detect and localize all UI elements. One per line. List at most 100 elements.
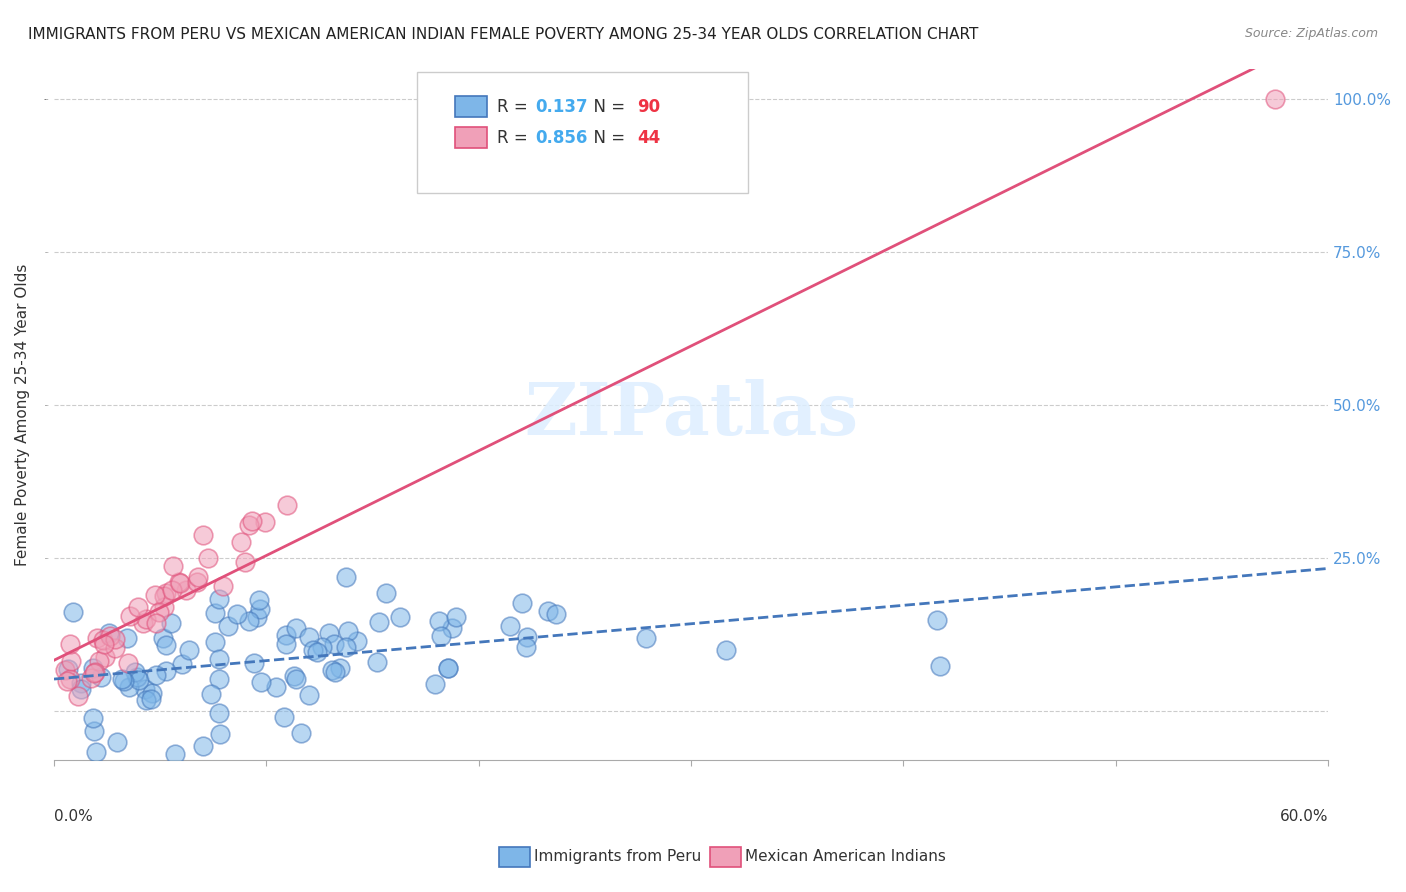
Point — [537, 605, 560, 619]
Point — [298, 688, 321, 702]
Point — [329, 660, 352, 674]
Point — [67, 689, 90, 703]
FancyBboxPatch shape — [456, 128, 488, 148]
Point — [311, 640, 333, 654]
Point — [208, 592, 231, 607]
FancyBboxPatch shape — [418, 72, 748, 193]
Point — [94, 649, 117, 664]
Point — [132, 616, 155, 631]
Point — [436, 661, 458, 675]
Point — [169, 574, 191, 589]
Point — [70, 676, 93, 690]
Point — [375, 585, 398, 599]
Point — [247, 593, 270, 607]
Text: Source: ZipAtlas.com: Source: ZipAtlas.com — [1244, 27, 1378, 40]
Point — [83, 723, 105, 738]
Text: R =: R = — [498, 128, 533, 146]
Point — [58, 637, 80, 651]
Point — [634, 632, 657, 646]
Point — [298, 630, 321, 644]
Point — [212, 579, 235, 593]
Point — [368, 615, 391, 629]
Point — [925, 613, 948, 627]
Point — [246, 609, 269, 624]
Point — [254, 516, 277, 530]
Point — [160, 615, 183, 630]
Point — [90, 670, 112, 684]
Point — [155, 638, 177, 652]
Point — [87, 654, 110, 668]
Text: N =: N = — [582, 128, 630, 146]
Point — [111, 672, 134, 686]
Point — [233, 555, 256, 569]
Point — [135, 612, 157, 626]
Point — [59, 654, 82, 668]
Point — [160, 583, 183, 598]
Point — [82, 661, 104, 675]
Point — [544, 607, 567, 621]
Text: 0.856: 0.856 — [536, 128, 588, 146]
Point — [427, 615, 450, 629]
Point — [145, 668, 167, 682]
Point — [117, 656, 139, 670]
Point — [366, 655, 388, 669]
Point — [274, 637, 297, 651]
Point — [152, 632, 174, 646]
Point — [231, 535, 253, 549]
Point — [273, 710, 295, 724]
Point — [105, 735, 128, 749]
Point — [187, 569, 209, 583]
Point — [200, 687, 222, 701]
Point — [169, 576, 191, 591]
Point — [388, 610, 411, 624]
Point — [437, 661, 460, 675]
Point — [83, 665, 105, 680]
Point — [59, 672, 82, 686]
Point — [97, 626, 120, 640]
Point — [238, 614, 260, 628]
Point — [153, 589, 176, 603]
Point — [104, 632, 127, 646]
Text: R =: R = — [498, 97, 533, 116]
Point — [62, 605, 84, 619]
Point — [155, 664, 177, 678]
Text: 44: 44 — [637, 128, 661, 146]
Point — [165, 747, 187, 762]
Point — [135, 692, 157, 706]
Point — [55, 663, 77, 677]
Point — [346, 634, 368, 648]
Point — [148, 606, 170, 620]
Point — [499, 618, 522, 632]
Point — [80, 671, 103, 685]
Point — [208, 672, 231, 686]
Point — [86, 631, 108, 645]
Point — [70, 682, 93, 697]
Point — [162, 559, 184, 574]
Point — [226, 607, 249, 621]
Point — [1264, 92, 1286, 106]
Text: Mexican American Indians: Mexican American Indians — [745, 849, 946, 863]
Text: 60.0%: 60.0% — [1279, 809, 1329, 824]
Point — [118, 680, 141, 694]
Point — [115, 631, 138, 645]
Text: 0.137: 0.137 — [536, 97, 588, 116]
Point — [516, 630, 538, 644]
Point — [510, 596, 533, 610]
Point — [515, 640, 537, 655]
Point — [250, 675, 273, 690]
Point — [321, 663, 343, 677]
Point — [127, 599, 149, 614]
Point — [186, 574, 208, 589]
Y-axis label: Female Poverty Among 25-34 Year Olds: Female Poverty Among 25-34 Year Olds — [15, 263, 30, 566]
Text: 0.0%: 0.0% — [53, 809, 93, 824]
Point — [141, 686, 163, 700]
Point — [193, 739, 215, 753]
Point — [82, 711, 104, 725]
Point — [204, 606, 226, 620]
Point — [100, 629, 122, 643]
Point — [264, 680, 287, 694]
Text: IMMIGRANTS FROM PERU VS MEXICAN AMERICAN INDIAN FEMALE POVERTY AMONG 25-34 YEAR : IMMIGRANTS FROM PERU VS MEXICAN AMERICAN… — [28, 27, 979, 42]
Point — [249, 602, 271, 616]
Point — [84, 665, 107, 679]
Point — [243, 657, 266, 671]
